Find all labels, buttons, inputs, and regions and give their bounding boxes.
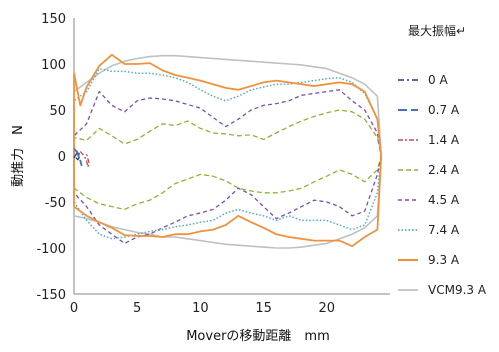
y-tick-label: 150 (41, 12, 66, 27)
series-line-0-a (73, 150, 81, 161)
legend-title: 最大振幅↵ (408, 23, 466, 38)
series-line-9-3-a (73, 53, 383, 248)
legend-label: 2.4 A (428, 163, 460, 177)
y-tick-label: 50 (49, 104, 66, 119)
series-line-vcm9-3-a (73, 54, 382, 249)
y-tick-label: 0 (58, 150, 66, 165)
x-tick-label: 15 (255, 301, 272, 316)
legend-items: 0 A 0.7 A 1.4 A 2.4 A 4.5 A 7.4 A 9.3 A VCM9.3 … (398, 73, 487, 297)
y-tick-label: 100 (41, 58, 66, 73)
legend: 最大振幅↵ 0 A 0.7 A 1.4 A 2.4 A 4.5 A 7.4 A 9.3 A V… (398, 23, 487, 297)
series-line-7-4-a (73, 67, 382, 240)
x-tick-labels: 0 5 10 15 20 (70, 301, 335, 316)
y-axis-title: 動推力 N (11, 125, 26, 187)
y-tick-label: -150 (36, 288, 66, 303)
series-line-1-4-a (79, 150, 90, 168)
legend-label: 9.3 A (428, 253, 460, 267)
plot-area (73, 53, 383, 249)
x-axis-title: Moverの移動距離 mm (186, 329, 330, 344)
x-tick-label: 10 (192, 301, 209, 316)
x-tick-label: 5 (133, 301, 141, 316)
legend-label: 0 A (428, 73, 448, 87)
legend-label: 1.4 A (428, 133, 460, 147)
legend-label: VCM9.3 A (428, 283, 487, 297)
series-line-0-7-a (73, 148, 83, 167)
legend-label: 7.4 A (428, 223, 460, 237)
y-tick-label: -100 (36, 242, 66, 257)
y-tick-label: -50 (45, 196, 66, 211)
x-tick-label: 0 (70, 301, 78, 316)
x-tick-label: 20 (319, 301, 336, 316)
series-line-4-5-a (73, 89, 382, 245)
legend-label: 4.5 A (428, 193, 460, 207)
legend-label: 0.7 A (428, 103, 460, 117)
y-tick-labels: 150 100 50 0 -50 -100 -150 (36, 12, 66, 303)
